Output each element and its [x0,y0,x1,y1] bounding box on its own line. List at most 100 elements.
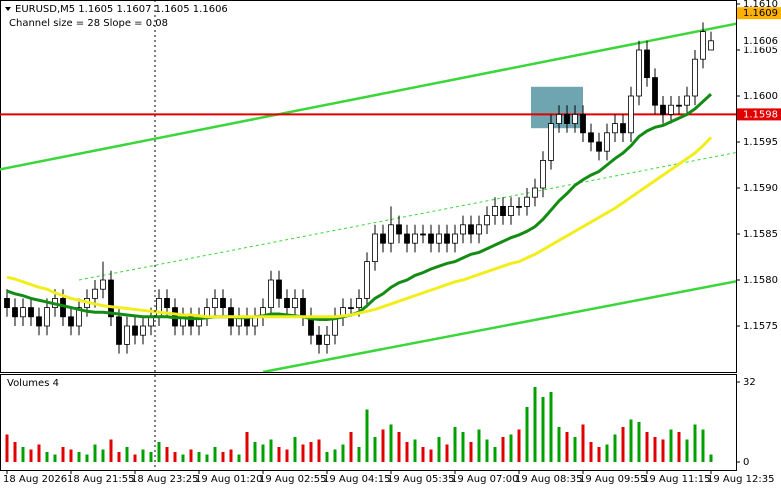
y-tick-label: 1.1590 [743,183,778,194]
candle-body [556,114,562,125]
candle-body [628,95,634,134]
level-label: 1.1598 [743,109,778,120]
x-tick-label: 19 Aug 05:35 [387,474,454,485]
candle-body [612,123,618,134]
candle-body [540,159,546,189]
candle-body [460,224,466,235]
candle-body [348,307,354,310]
y-tick-label: 1.1605 [743,45,778,56]
y-tick-label: 1.1610 [743,0,778,10]
candle-body [412,233,418,244]
candle-body [452,233,458,244]
candle-body [572,114,578,125]
candle-body [588,132,594,143]
candle-body [212,297,218,308]
chart-title: EURUSD,M5 1.1605 1.1607 1.1605 1.1606 [15,4,228,15]
candle-body [316,334,322,345]
candle-body [700,31,706,60]
candle-body [372,233,378,263]
x-tick-label: 19 Aug 11:15 [643,474,710,485]
candle-body [268,279,274,309]
candle-body [436,233,442,244]
candle-body [444,233,450,244]
candle-body [396,224,402,235]
candle-body [636,49,642,97]
candle-body [276,279,282,299]
candle-body [44,307,50,327]
channel-line [78,152,736,281]
candle-body [356,297,362,308]
main-plot [0,22,736,372]
y-tick-label: 1.1580 [743,275,778,286]
candle-body [164,297,170,308]
x-tick-label: 19 Aug 01:20 [195,474,262,485]
volume-title: Volumes 4 [7,378,59,389]
candle-body [324,334,330,345]
price-label-box [737,34,781,47]
candle-body [580,114,586,134]
candle-body [116,316,122,345]
volume-tick-label: 0 [743,457,749,468]
candle-body [36,316,42,327]
candle-body [4,297,10,308]
x-tick-label: 19 Aug 02:55 [259,474,326,485]
candle-body [708,40,714,51]
candle-body [124,325,130,345]
volume-tick-label: 32 [743,377,756,388]
candle-body [292,297,298,308]
candle-body [220,297,226,308]
candle-body [660,104,666,115]
candle-body [532,187,538,198]
candle-body [284,297,290,308]
candle-body [68,316,74,327]
candle-body [420,233,426,236]
x-tick-label: 19 Aug 07:00 [451,474,518,485]
y-tick-label: 1.1595 [743,137,778,148]
candle-body [596,141,602,152]
candle-body [516,205,522,208]
level-label-box [737,108,781,121]
candle-body [620,123,626,134]
candle-body [300,297,306,318]
y-tick-label: 1.1600 [743,91,778,102]
candle-body [564,114,570,125]
axes: 1.1610 1.1605 1.1600 1.1595 1.1590 1.1585 1.15… [3,0,781,485]
price-label: 1.1609 [743,8,778,19]
candle-body [644,49,650,79]
candle-body [364,261,370,299]
candle-body [108,279,114,318]
candle-body [684,95,690,106]
candle-body [140,325,146,336]
chart-subtitle: Channel size = 28 Slope = 0.08 [9,18,168,29]
candle-body [524,196,530,207]
candle-body [12,307,18,318]
candle-body [692,58,698,97]
channel-line [0,22,736,171]
candle-body [428,233,434,244]
x-tick-label: 19 Aug 04:15 [323,474,390,485]
candle-body [380,233,386,244]
candle-body [20,307,26,318]
candle-body [100,279,106,290]
candle-body [476,224,482,235]
x-tick-label: 19 Aug 12:35 [707,474,774,485]
candle-body [468,224,474,235]
moving-average [6,136,713,319]
price-label: 1.1606 [743,36,778,47]
candle-body [188,316,194,327]
candle-body [156,297,162,318]
candle-body [548,123,554,161]
candle-body [668,104,674,115]
channel-line [262,280,736,372]
candle-body [404,233,410,244]
x-tick-label: 18 Aug 23:25 [131,474,198,485]
y-tick-label: 1.1585 [743,229,778,240]
x-tick-label: 18 Aug 21:55 [67,474,134,485]
candle-body [604,132,610,152]
candle-body [76,307,82,327]
candle-body [508,205,514,216]
x-tick-label: 19 Aug 08:35 [515,474,582,485]
price-label-box [737,7,781,20]
